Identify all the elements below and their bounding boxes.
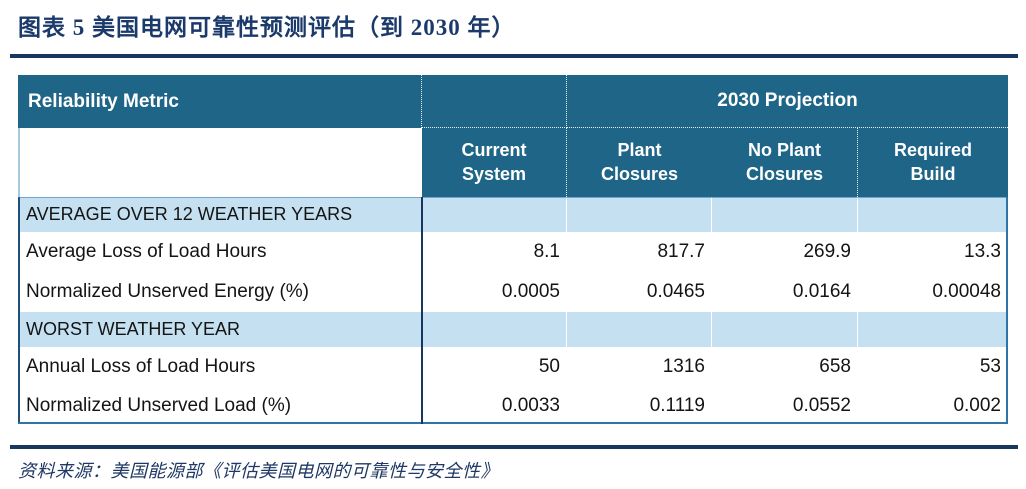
- source-note: 资料来源：美国能源部《评估美国电网的可靠性与安全性》: [18, 461, 499, 481]
- section-row-cell: [712, 312, 858, 347]
- value-cell: 13.3: [858, 232, 1008, 272]
- table-border-left-light: [18, 128, 20, 197]
- section-row-cell: [858, 197, 1008, 232]
- value-cell: 269.9: [712, 232, 858, 272]
- value-cell: 0.1119: [567, 387, 712, 424]
- table-border-left: [18, 197, 20, 424]
- value-cell: 1316: [567, 347, 712, 387]
- table-border-right: [1006, 197, 1008, 424]
- section-row-cell: [422, 197, 567, 232]
- value-cell: 817.7: [567, 232, 712, 272]
- row-label-normalized-unserved-load: Normalized Unserved Load (%): [18, 387, 422, 424]
- value-cell: 0.0164: [712, 272, 858, 312]
- value-cell: 8.1: [422, 232, 567, 272]
- table-column-separator: [421, 197, 423, 424]
- footer-divider: [10, 445, 1018, 449]
- value-cell: 658: [712, 347, 858, 387]
- row-label-normalized-unserved-energy: Normalized Unserved Energy (%): [18, 272, 422, 312]
- section-header-average-12-weather-years: AVERAGE OVER 12 WEATHER YEARS: [18, 197, 422, 232]
- value-cell: 0.0033: [422, 387, 567, 424]
- value-cell: 0.00048: [858, 272, 1008, 312]
- column-header-no-plant-closures: No Plant Closures: [712, 128, 858, 197]
- value-cell: 0.0005: [422, 272, 567, 312]
- figure-title: 图表 5 美国电网可靠性预测评估（到 2030 年）: [18, 15, 516, 40]
- section-row-cell: [567, 312, 712, 347]
- column-header-current-system: Current System: [422, 128, 567, 197]
- row-label-average-loss-of-load-hours: Average Loss of Load Hours: [18, 232, 422, 272]
- table-header-spacer: [422, 75, 567, 128]
- value-cell: 53: [858, 347, 1008, 387]
- table-border-bottom: [18, 422, 1008, 424]
- section-header-worst-weather-year: WORST WEATHER YEAR: [18, 312, 422, 347]
- table-body-top-border: [18, 197, 1008, 198]
- title-divider: [10, 54, 1018, 58]
- value-cell: 0.0465: [567, 272, 712, 312]
- section-row-cell: [567, 197, 712, 232]
- table-header-reliability-metric: Reliability Metric: [18, 75, 422, 128]
- table-subheader-spacer: [18, 128, 422, 197]
- value-cell: 0.0552: [712, 387, 858, 424]
- value-cell: 0.002: [858, 387, 1008, 424]
- value-cell: 50: [422, 347, 567, 387]
- section-row-cell: [712, 197, 858, 232]
- section-row-cell: [422, 312, 567, 347]
- reliability-table: Reliability Metric 2030 Projection Curre…: [18, 75, 1008, 424]
- column-header-plant-closures: Plant Closures: [567, 128, 712, 197]
- section-row-cell: [858, 312, 1008, 347]
- table-header-2030-projection: 2030 Projection: [567, 75, 1008, 128]
- row-label-annual-loss-of-load-hours: Annual Loss of Load Hours: [18, 347, 422, 387]
- column-header-required-build: Required Build: [858, 128, 1008, 197]
